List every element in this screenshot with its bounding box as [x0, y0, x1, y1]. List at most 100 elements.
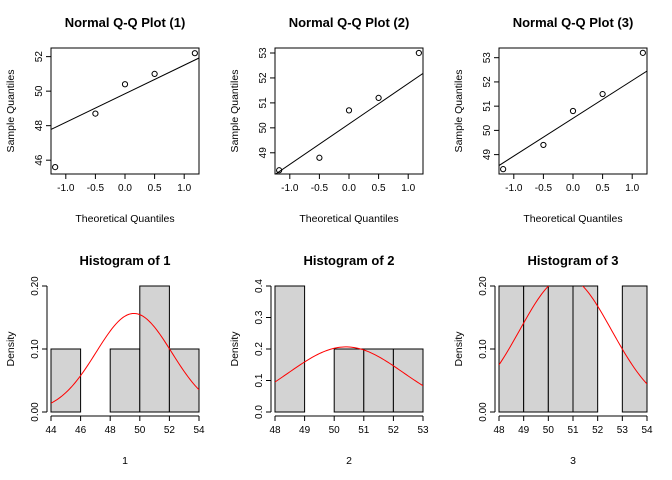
- x-tick-label: 0.5: [372, 183, 386, 194]
- x-axis-label: 3: [570, 455, 576, 467]
- x-tick-label: 52: [388, 425, 400, 436]
- y-tick-label: 52: [258, 72, 269, 84]
- y-axis-label: Density: [5, 331, 17, 367]
- qq-point: [52, 163, 59, 171]
- x-tick-label: -1.0: [505, 183, 523, 194]
- panel-title: Normal Q-Q Plot (1): [65, 15, 186, 30]
- histogram-bar: [168, 348, 200, 413]
- qq-point: [415, 49, 422, 57]
- histogram-bar: [572, 285, 599, 413]
- y-axis-label: Sample Quantiles: [453, 70, 465, 153]
- x-tick-label: 1.0: [625, 183, 639, 194]
- qq-point: [345, 107, 353, 114]
- x-tick-label: 0.0: [566, 183, 580, 194]
- y-tick-label: 51: [482, 100, 493, 112]
- y-tick-label: 50: [258, 122, 269, 134]
- x-tick-label: 52: [592, 425, 604, 436]
- x-tick-label: 46: [75, 425, 87, 436]
- plot-frame: [498, 47, 648, 175]
- x-tick-label: -1.0: [281, 183, 299, 194]
- histogram-bar: [523, 285, 549, 413]
- y-tick-label: 0.10: [30, 339, 41, 359]
- x-tick-label: 51: [567, 425, 579, 436]
- y-tick-label: 0.10: [478, 339, 489, 359]
- x-tick-label: -1.0: [57, 183, 75, 194]
- histogram-bar: [621, 285, 648, 413]
- x-tick-label: 49: [518, 425, 530, 436]
- panel-4: Histogram of 1 1 Density 44 46 48 50 52 54 0.00 0.…: [5, 253, 205, 467]
- histogram-bar: [498, 285, 525, 413]
- x-tick-label: 0.0: [118, 183, 132, 194]
- y-tick-label: 0.2: [254, 342, 265, 356]
- panel-3: Normal Q-Q Plot (3) Theoretical Quantiles…: [453, 15, 648, 225]
- panel-title: Histogram of 3: [527, 253, 618, 268]
- histogram-bar: [547, 285, 574, 413]
- y-tick-label: 50: [34, 85, 45, 97]
- y-tick-label: 0.3: [254, 310, 265, 324]
- y-tick-label: 50: [482, 124, 493, 136]
- x-tick-label: 49: [299, 425, 311, 436]
- x-axis-label: Theoretical Quantiles: [523, 213, 622, 225]
- y-tick-label: 49: [258, 147, 269, 159]
- panel-2: Normal Q-Q Plot (2) Theoretical Quantiles…: [229, 15, 424, 225]
- y-tick-label: 0.4: [254, 279, 265, 293]
- panel-5: Histogram of 2 2 Density 48 49 50 51 52 53 0.0 0.1…: [229, 253, 429, 467]
- y-tick-label: 48: [34, 120, 45, 132]
- x-axis-label: Theoretical Quantiles: [299, 213, 398, 225]
- plot-frame: [50, 47, 200, 175]
- qq-point: [375, 94, 382, 102]
- y-axis-label: Density: [453, 331, 465, 367]
- y-axis-label: Sample Quantiles: [5, 70, 17, 153]
- x-tick-label: 1.0: [177, 183, 191, 194]
- x-axis-label: 1: [122, 455, 128, 467]
- qq-point: [276, 167, 283, 174]
- y-tick-label: 53: [258, 47, 269, 59]
- x-tick-label: 50: [329, 425, 341, 436]
- y-tick-label: 51: [258, 97, 269, 109]
- qq-point: [599, 90, 606, 98]
- x-tick-label: 54: [193, 425, 205, 436]
- y-tick-label: 49: [482, 149, 493, 161]
- qq-point: [121, 81, 129, 88]
- x-tick-label: 53: [417, 425, 429, 436]
- x-tick-label: -0.5: [311, 183, 329, 194]
- qq-point: [569, 107, 577, 115]
- histogram-bar: [109, 348, 141, 413]
- panel-title: Normal Q-Q Plot (3): [513, 15, 634, 30]
- plot-frame: [274, 47, 424, 175]
- x-tick-label: 0.5: [596, 183, 610, 194]
- panel-1: Normal Q-Q Plot (1) Theoretical Quantiles…: [5, 15, 200, 225]
- y-tick-label: 53: [482, 52, 493, 64]
- density-curve: [499, 286, 647, 385]
- qq-point: [151, 70, 158, 77]
- y-tick-label: 0.00: [30, 402, 41, 422]
- y-tick-label: 0.1: [254, 373, 265, 387]
- qq-point: [500, 166, 507, 173]
- x-tick-label: 50: [134, 425, 146, 436]
- histogram-bar: [363, 348, 394, 413]
- x-tick-label: 0.5: [148, 183, 162, 194]
- y-tick-label: 0.20: [30, 276, 41, 296]
- x-axis-label: Theoretical Quantiles: [75, 213, 174, 225]
- x-tick-label: 53: [617, 425, 629, 436]
- histogram-bar: [274, 285, 306, 413]
- y-tick-label: 0.00: [478, 402, 489, 422]
- panel-title: Histogram of 2: [303, 253, 394, 268]
- y-tick-label: 0.20: [478, 276, 489, 296]
- x-tick-label: 0.0: [342, 183, 356, 194]
- histogram-bar: [333, 348, 365, 413]
- x-tick-label: 52: [164, 425, 176, 436]
- x-tick-label: -0.5: [535, 183, 553, 194]
- density-curve: [275, 346, 423, 387]
- y-tick-label: 52: [482, 76, 493, 88]
- qq-point: [92, 110, 99, 117]
- x-tick-label: 54: [641, 425, 653, 436]
- x-axis-label: 2: [346, 455, 352, 467]
- histogram-bar: [392, 348, 424, 413]
- y-tick-label: 52: [34, 51, 45, 63]
- x-tick-label: 48: [493, 425, 505, 436]
- x-tick-label: -0.5: [87, 183, 105, 194]
- x-tick-label: 44: [45, 425, 57, 436]
- y-tick-label: 46: [34, 154, 45, 166]
